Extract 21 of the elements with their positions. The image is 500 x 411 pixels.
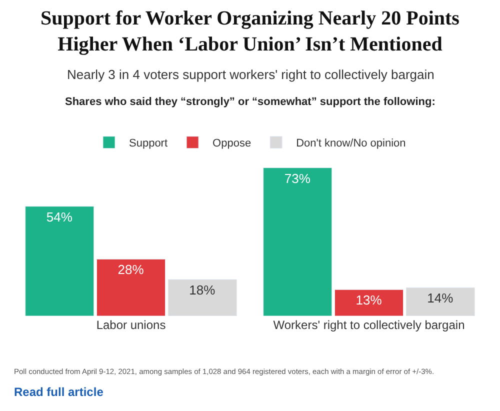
bar [25, 206, 94, 316]
legend-label: Don't know/No opinion [296, 138, 406, 150]
data-label: 13% [356, 292, 382, 308]
data-label: 18% [189, 282, 216, 298]
x-tick-label: Workers' right to collectively bargain [273, 318, 465, 332]
bar [263, 168, 332, 316]
legend-label: Support [129, 138, 168, 150]
bar [96, 258, 166, 316]
chart-title: Support for Worker Organizing Nearly 20 Points Higher When ‘Labor Union’ Isn’t Mentioned [40, 8, 460, 56]
bar [406, 287, 475, 316]
bar [168, 279, 237, 316]
x-tick-label: Labor unions [96, 318, 166, 332]
text: Read full article [14, 385, 104, 399]
data-label: 28% [118, 262, 144, 278]
data-label: 73% [284, 170, 311, 186]
data-label: 14% [427, 290, 454, 306]
text: Shares who said they “strongly” or “somewhat” support the following: [65, 96, 436, 108]
bar [334, 289, 404, 316]
data-label: 54% [46, 209, 73, 224]
legend-label: Oppose [212, 138, 252, 150]
chart-subtitle: Nearly 3 in 4 voters support workers' right to collectively bargain [67, 67, 434, 82]
